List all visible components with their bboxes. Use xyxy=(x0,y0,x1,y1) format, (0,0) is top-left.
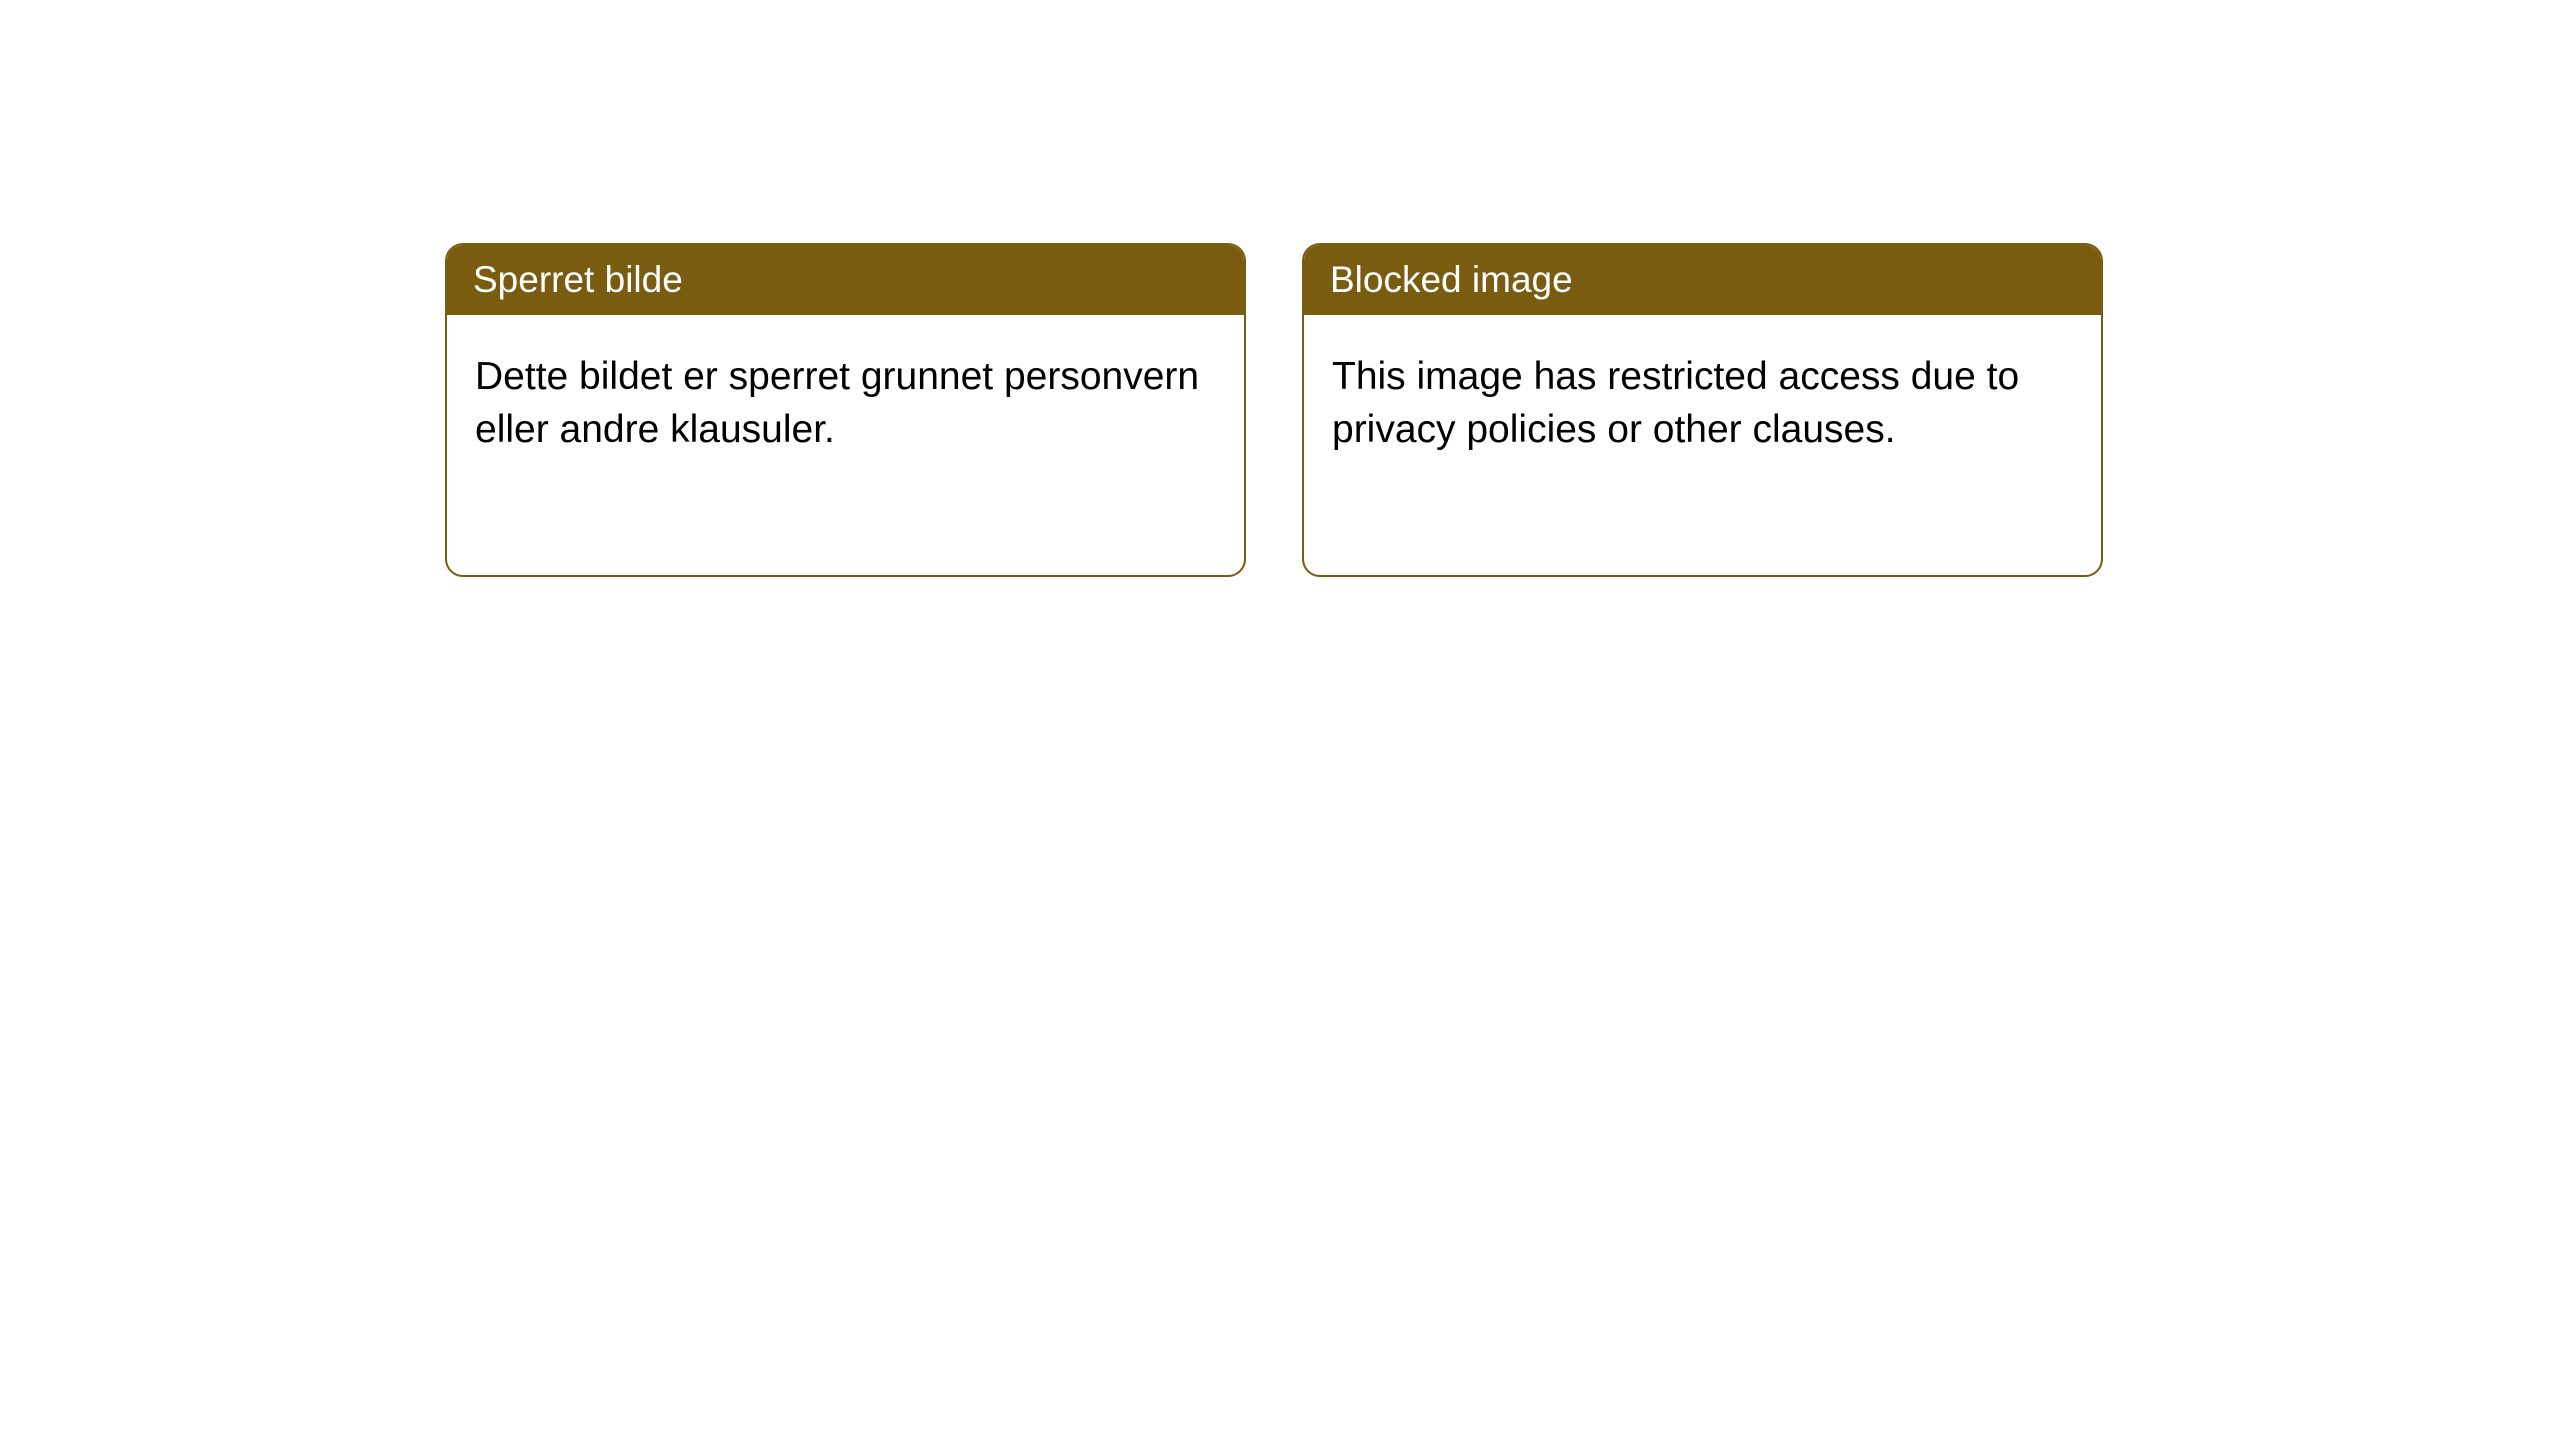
card-header: Sperret bilde xyxy=(447,245,1244,315)
notice-card-english: Blocked image This image has restricted … xyxy=(1302,243,2103,577)
notice-cards-container: Sperret bilde Dette bildet er sperret gr… xyxy=(445,243,2103,577)
notice-card-norwegian: Sperret bilde Dette bildet er sperret gr… xyxy=(445,243,1246,577)
card-body: This image has restricted access due to … xyxy=(1304,315,2101,492)
card-body: Dette bildet er sperret grunnet personve… xyxy=(447,315,1244,492)
card-header: Blocked image xyxy=(1304,245,2101,315)
